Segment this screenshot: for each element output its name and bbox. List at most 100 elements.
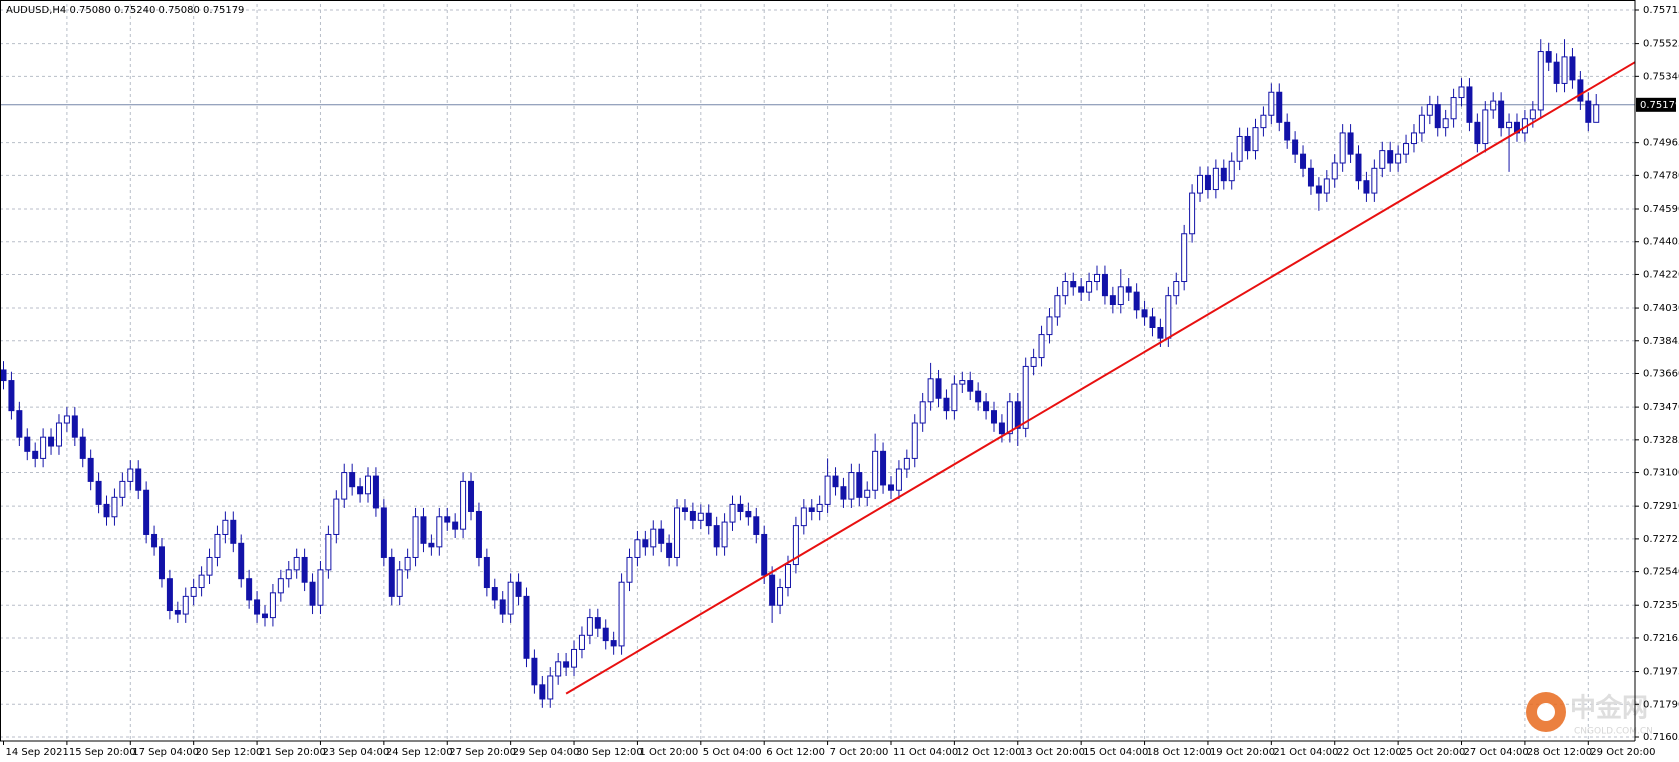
candle-body bbox=[1022, 365, 1029, 429]
candle-body bbox=[816, 503, 823, 512]
candle-body bbox=[452, 521, 459, 530]
current-price-label: 0.75179 bbox=[1640, 100, 1679, 111]
candle-body bbox=[135, 468, 142, 491]
candle-body bbox=[499, 599, 506, 615]
candle-body bbox=[911, 422, 918, 459]
candle-body bbox=[317, 569, 324, 606]
candle-body bbox=[1434, 104, 1441, 129]
candle-body bbox=[1141, 309, 1148, 318]
candle-body bbox=[642, 539, 649, 548]
x-tick-label: 24 Sep 12:00 bbox=[386, 747, 453, 758]
candle-body bbox=[1371, 167, 1378, 194]
candle-body bbox=[959, 380, 966, 385]
candle-body bbox=[87, 457, 94, 482]
candle-body bbox=[357, 486, 364, 495]
candle-body bbox=[1561, 56, 1568, 84]
candle-body bbox=[16, 410, 23, 438]
candle-body bbox=[79, 436, 86, 459]
candle-body bbox=[1189, 192, 1196, 235]
candle-body bbox=[666, 542, 673, 558]
candle-body bbox=[1086, 281, 1093, 293]
candle-body bbox=[1117, 286, 1124, 306]
candle-body bbox=[1426, 104, 1433, 116]
trend-line bbox=[565, 61, 1636, 695]
candle-body bbox=[365, 475, 372, 495]
candle-body bbox=[1482, 109, 1489, 145]
x-tick-label: 25 Oct 20:00 bbox=[1400, 747, 1465, 758]
candle-body bbox=[840, 486, 847, 500]
candle-body bbox=[658, 528, 665, 544]
candle-body bbox=[1474, 121, 1481, 145]
candle-body bbox=[1458, 86, 1465, 99]
candle-body bbox=[872, 450, 879, 491]
candle-body bbox=[927, 378, 934, 403]
candle-body bbox=[95, 480, 102, 505]
candle-body bbox=[1212, 167, 1219, 191]
candle-body bbox=[610, 640, 617, 647]
x-tick-label: 19 Oct 20:00 bbox=[1210, 747, 1275, 758]
candle-body bbox=[824, 475, 831, 505]
candle-body bbox=[887, 484, 894, 491]
x-tick-label: 27 Sep 20:00 bbox=[449, 747, 516, 758]
candle-body bbox=[396, 569, 403, 597]
candle-body bbox=[32, 450, 39, 459]
candle-body bbox=[1418, 114, 1425, 134]
candle-body bbox=[127, 468, 134, 482]
candle-body bbox=[594, 617, 601, 629]
candle-body bbox=[269, 592, 276, 619]
candle-body bbox=[1046, 316, 1053, 336]
candle-body bbox=[309, 581, 316, 606]
candle-body bbox=[404, 556, 411, 571]
x-tick-label: 17 Sep 04:00 bbox=[132, 747, 199, 758]
x-tick-label: 30 Sep 12:00 bbox=[576, 747, 643, 758]
candle-body bbox=[301, 556, 308, 583]
candle-body bbox=[55, 422, 62, 447]
candle-body bbox=[864, 489, 871, 498]
candle-body bbox=[602, 627, 609, 642]
candle-body bbox=[1078, 286, 1085, 293]
candle-body bbox=[1109, 295, 1116, 306]
candle-body bbox=[428, 542, 435, 548]
candle-body bbox=[848, 472, 855, 500]
candle-body bbox=[1300, 153, 1307, 169]
candle-body bbox=[800, 507, 807, 527]
candle-body bbox=[8, 380, 15, 412]
candle-body bbox=[1260, 114, 1267, 129]
x-tick-label: 15 Sep 20:00 bbox=[69, 747, 136, 758]
candle-body bbox=[230, 519, 237, 544]
candle-body bbox=[380, 507, 387, 558]
x-tick-label: 7 Oct 20:00 bbox=[830, 747, 889, 758]
candle-body bbox=[460, 480, 467, 530]
candle-body bbox=[1410, 132, 1417, 145]
candle-body bbox=[555, 661, 562, 677]
candle-body bbox=[1403, 143, 1410, 155]
candle-body bbox=[206, 556, 213, 576]
candle-body bbox=[761, 533, 768, 576]
candle-body bbox=[531, 657, 538, 686]
candle-body bbox=[372, 475, 379, 509]
candle-body bbox=[769, 574, 776, 606]
grid bbox=[0, 4, 1635, 741]
candle-body bbox=[436, 516, 443, 548]
candle-body bbox=[491, 587, 498, 601]
candle-body bbox=[48, 436, 55, 447]
candle-body bbox=[24, 436, 31, 452]
candle-body bbox=[967, 380, 974, 392]
x-tick-label: 1 Oct 20:00 bbox=[639, 747, 698, 758]
candle-body bbox=[951, 383, 958, 412]
candle-body bbox=[388, 556, 395, 597]
candle-body bbox=[277, 578, 284, 594]
candle-body bbox=[832, 475, 839, 488]
x-tick-label: 29 Sep 04:00 bbox=[513, 747, 580, 758]
candle-body bbox=[721, 521, 728, 548]
candle-body bbox=[507, 581, 514, 615]
candle-body bbox=[674, 507, 681, 558]
candle-body bbox=[1204, 174, 1211, 191]
x-tick-label: 28 Oct 12:00 bbox=[1527, 747, 1592, 758]
candle-body bbox=[1387, 150, 1394, 164]
